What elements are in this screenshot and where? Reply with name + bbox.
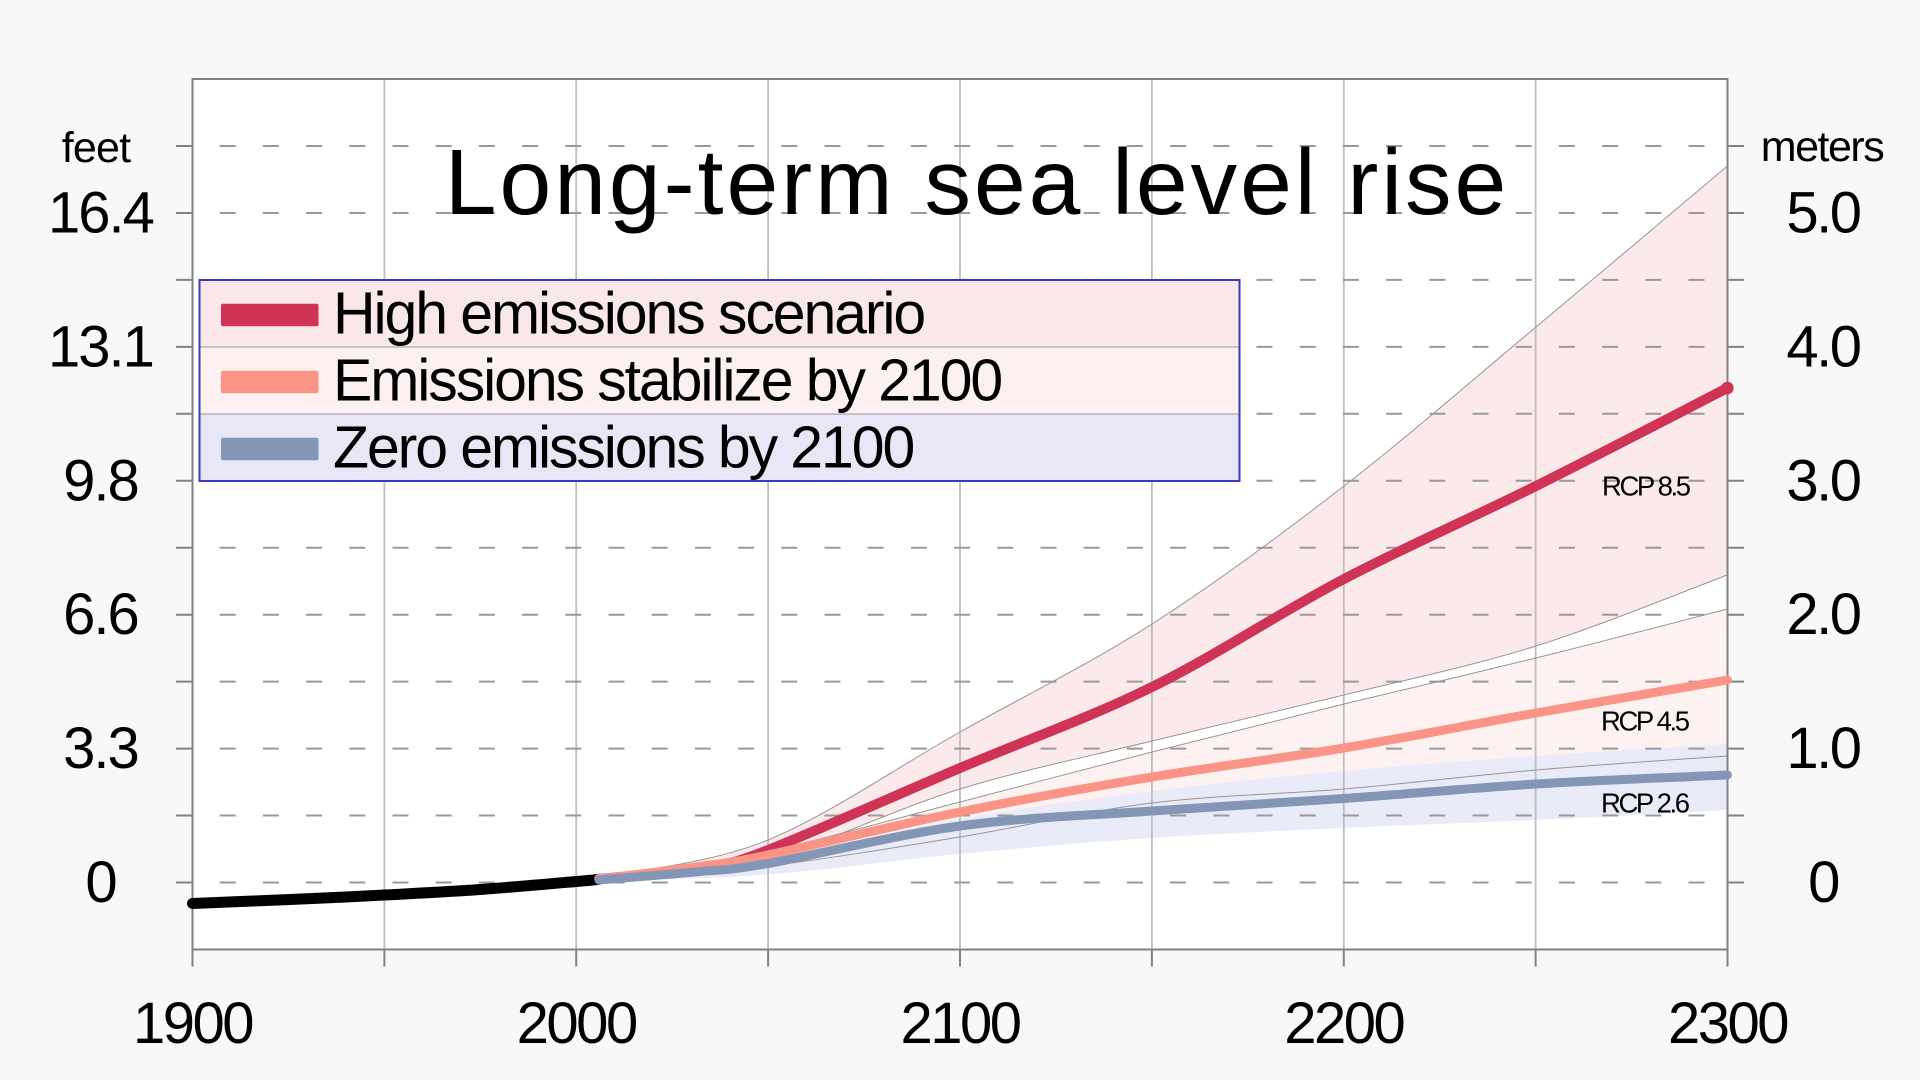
- svg-text:3.0: 3.0: [1786, 448, 1859, 513]
- svg-text:Zero emissions by 2100: Zero emissions by 2100: [333, 415, 913, 481]
- svg-text:0: 0: [1808, 850, 1838, 915]
- svg-text:2000: 2000: [517, 991, 636, 1056]
- svg-text:5.0: 5.0: [1786, 181, 1859, 246]
- svg-text:High emissions scenario: High emissions scenario: [333, 281, 924, 347]
- svg-text:9.8: 9.8: [63, 448, 138, 513]
- svg-text:2300: 2300: [1668, 991, 1787, 1056]
- svg-text:Long-term sea level rise: Long-term sea level rise: [445, 130, 1509, 234]
- svg-text:RCP 4.5: RCP 4.5: [1601, 706, 1690, 737]
- svg-text:4.0: 4.0: [1786, 314, 1859, 379]
- svg-text:16.4: 16.4: [48, 181, 154, 246]
- svg-text:0: 0: [85, 850, 115, 915]
- svg-text:Emissions stabilize by 2100: Emissions stabilize by 2100: [333, 348, 1001, 414]
- svg-text:2.0: 2.0: [1786, 582, 1859, 647]
- svg-text:13.1: 13.1: [48, 314, 153, 379]
- svg-text:RCP 8.5: RCP 8.5: [1602, 471, 1691, 502]
- svg-text:feet: feet: [62, 124, 131, 172]
- svg-text:3.3: 3.3: [63, 716, 138, 781]
- svg-text:meters: meters: [1761, 123, 1883, 171]
- svg-text:1.0: 1.0: [1786, 716, 1859, 781]
- svg-text:2100: 2100: [900, 991, 1019, 1056]
- svg-text:6.6: 6.6: [63, 582, 138, 647]
- svg-text:RCP 2.6: RCP 2.6: [1601, 788, 1690, 819]
- svg-text:1900: 1900: [133, 991, 252, 1056]
- svg-text:2200: 2200: [1284, 991, 1403, 1056]
